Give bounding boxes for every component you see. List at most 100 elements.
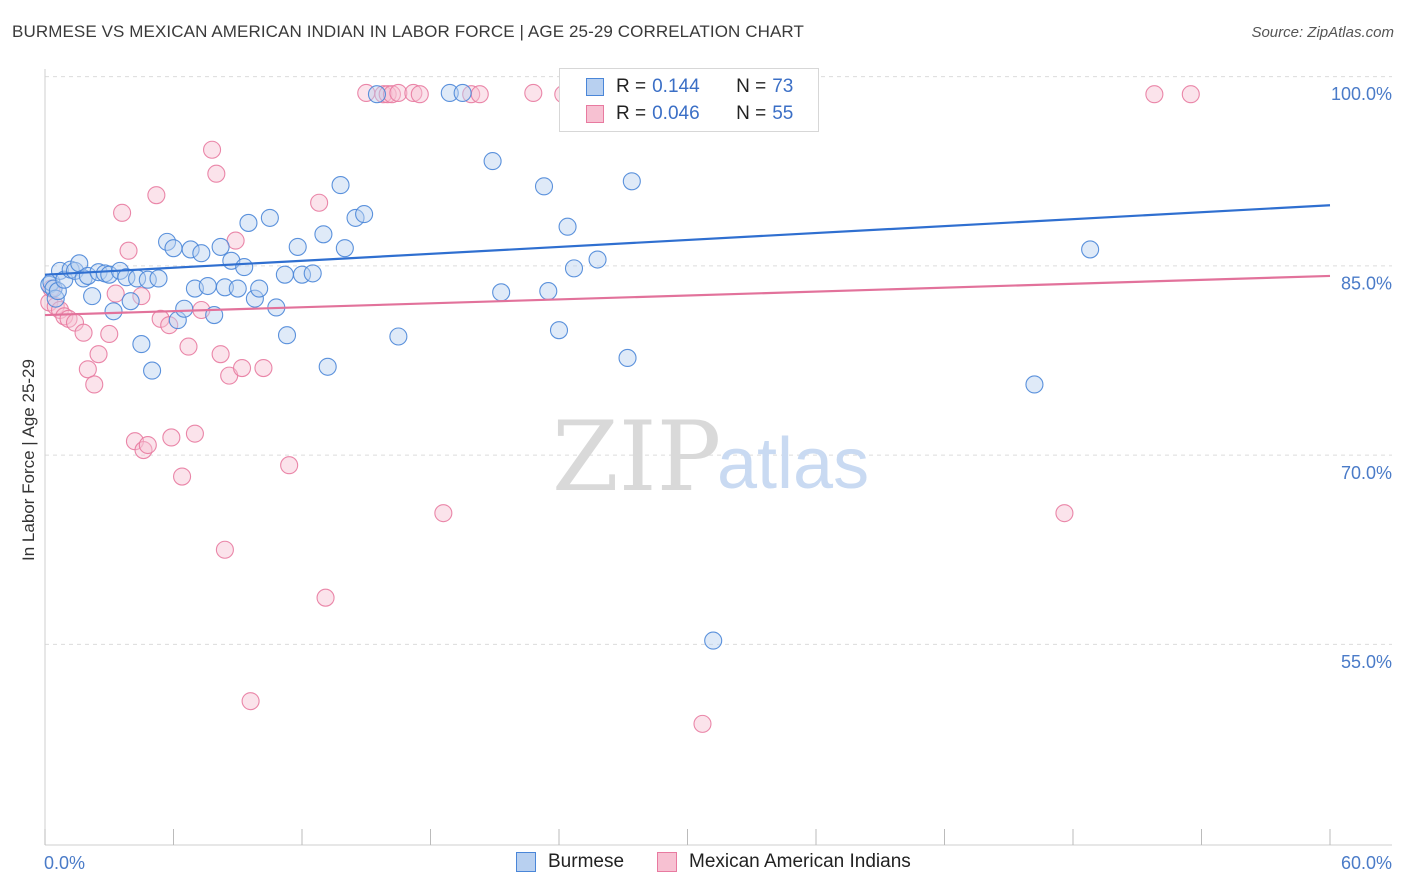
point-burmese bbox=[318, 357, 337, 376]
point-burmese bbox=[558, 217, 577, 236]
gridlines bbox=[45, 76, 1392, 645]
point-mexican-american-indians bbox=[693, 714, 712, 733]
point-mexican-american-indians bbox=[185, 424, 204, 443]
point-mexican-american-indians bbox=[1055, 504, 1074, 523]
y-tick-label: 70.0% bbox=[1341, 463, 1392, 483]
point-burmese bbox=[55, 270, 74, 289]
point-burmese bbox=[83, 287, 102, 306]
point-mexican-american-indians bbox=[203, 140, 222, 159]
point-mexican-american-indians bbox=[106, 284, 125, 303]
watermark-atlas: atlas bbox=[717, 424, 869, 504]
point-mexican-american-indians bbox=[207, 164, 226, 183]
point-mexican-american-indians bbox=[280, 456, 299, 475]
point-burmese bbox=[355, 205, 374, 224]
point-burmese bbox=[539, 282, 558, 301]
point-mexican-american-indians bbox=[310, 193, 329, 212]
point-mexican-american-indians bbox=[215, 540, 234, 559]
y-tick-label: 55.0% bbox=[1341, 652, 1392, 672]
point-burmese bbox=[492, 283, 511, 302]
point-mexican-american-indians bbox=[160, 316, 179, 335]
watermark-zip: ZIP bbox=[552, 401, 721, 513]
point-mexican-american-indians bbox=[254, 358, 273, 378]
point-burmese bbox=[198, 276, 217, 296]
point-burmese bbox=[46, 289, 65, 308]
point-burmese bbox=[314, 225, 333, 244]
point-burmese bbox=[1081, 240, 1100, 259]
legend-n-value-burmese: 73 bbox=[772, 76, 794, 97]
point-mexican-american-indians bbox=[316, 588, 335, 607]
point-mexican-american-indians bbox=[404, 83, 423, 103]
point-mexican-american-indians bbox=[89, 345, 108, 364]
point-burmese bbox=[483, 152, 502, 171]
point-mexican-american-indians bbox=[1181, 85, 1200, 104]
legend-swatch-burmese bbox=[586, 78, 604, 96]
point-burmese bbox=[143, 361, 162, 380]
point-mexican-american-indians bbox=[389, 83, 408, 103]
point-mexican-american-indians bbox=[78, 360, 97, 379]
point-burmese bbox=[48, 282, 67, 301]
point-burmese bbox=[121, 292, 140, 311]
point-mexican-american-indians bbox=[100, 324, 119, 344]
point-burmese bbox=[181, 240, 200, 259]
point-burmese bbox=[149, 269, 168, 288]
series-burmese-points bbox=[40, 82, 1100, 650]
point-burmese bbox=[215, 278, 234, 297]
point-mexican-american-indians bbox=[434, 504, 453, 523]
point-mexican-american-indians bbox=[226, 231, 245, 250]
point-mexican-american-indians bbox=[1145, 85, 1164, 104]
legend-swatch-mexican-american-indians bbox=[586, 105, 604, 123]
point-burmese bbox=[618, 348, 637, 367]
point-burmese bbox=[346, 208, 365, 227]
point-burmese bbox=[440, 83, 459, 103]
point-mexican-american-indians bbox=[119, 241, 138, 260]
point-burmese bbox=[549, 321, 569, 340]
point-mexican-american-indians bbox=[232, 358, 252, 378]
legend-n-value-mexican-american-indians: 55 bbox=[772, 103, 794, 124]
point-mexican-american-indians bbox=[241, 692, 260, 711]
source-credit: Source: ZipAtlas.com bbox=[1251, 24, 1394, 41]
point-burmese bbox=[245, 289, 264, 308]
trend-line-mexican-american-indians bbox=[44, 274, 1331, 317]
point-burmese bbox=[389, 327, 408, 346]
chart-title: BURMESE VS MEXICAN AMERICAN INDIAN IN LA… bbox=[12, 22, 804, 41]
point-mexican-american-indians bbox=[113, 203, 132, 222]
point-mexican-american-indians bbox=[74, 323, 93, 342]
point-burmese bbox=[367, 85, 387, 104]
point-burmese bbox=[1025, 375, 1044, 394]
point-burmese bbox=[331, 176, 350, 195]
point-burmese bbox=[228, 279, 247, 298]
series-legend-label-mexican-american-indians: Mexican American Indians bbox=[689, 851, 911, 872]
y-tick-label: 85.0% bbox=[1341, 274, 1392, 294]
point-burmese bbox=[453, 83, 472, 103]
series-legend-swatch-burmese bbox=[516, 852, 536, 872]
point-burmese bbox=[275, 265, 294, 284]
trend-line-burmese bbox=[44, 204, 1331, 276]
point-mexican-american-indians bbox=[211, 345, 230, 364]
x-tick-label: 0.0% bbox=[44, 853, 85, 873]
point-mexican-american-indians bbox=[382, 85, 402, 104]
trend-lines bbox=[44, 204, 1331, 317]
watermark: ZIP atlas bbox=[552, 401, 869, 513]
legend-row-burmese: R = 0.144 N = 73 bbox=[586, 74, 793, 100]
series-mexican-american-indians-points bbox=[40, 83, 1200, 733]
point-burmese bbox=[235, 258, 254, 277]
point-burmese bbox=[104, 302, 123, 321]
point-burmese bbox=[303, 264, 322, 283]
series-legend-mexican-american-indians[interactable]: Mexican American Indians bbox=[657, 851, 911, 873]
point-burmese bbox=[175, 299, 194, 318]
point-mexican-american-indians bbox=[132, 287, 151, 306]
axes bbox=[44, 69, 1392, 846]
point-mexican-american-indians bbox=[138, 435, 157, 455]
series-legend-swatch-mexican-american-indians bbox=[657, 852, 677, 872]
legend-r-value-mexican-american-indians: 0.046 bbox=[652, 103, 700, 124]
legend-n-label: N = bbox=[736, 103, 767, 124]
point-mexican-american-indians bbox=[524, 83, 543, 103]
point-burmese bbox=[622, 172, 641, 191]
x-tick-labels: 0.0% 60.0% bbox=[44, 853, 1392, 873]
series-legend-burmese[interactable]: Burmese bbox=[516, 851, 624, 873]
series-legend-label-burmese: Burmese bbox=[548, 851, 625, 872]
legend-row-mexican-american-indians: R = 0.046 N = 55 bbox=[586, 101, 793, 127]
point-burmese bbox=[704, 631, 723, 650]
point-burmese bbox=[239, 213, 258, 232]
